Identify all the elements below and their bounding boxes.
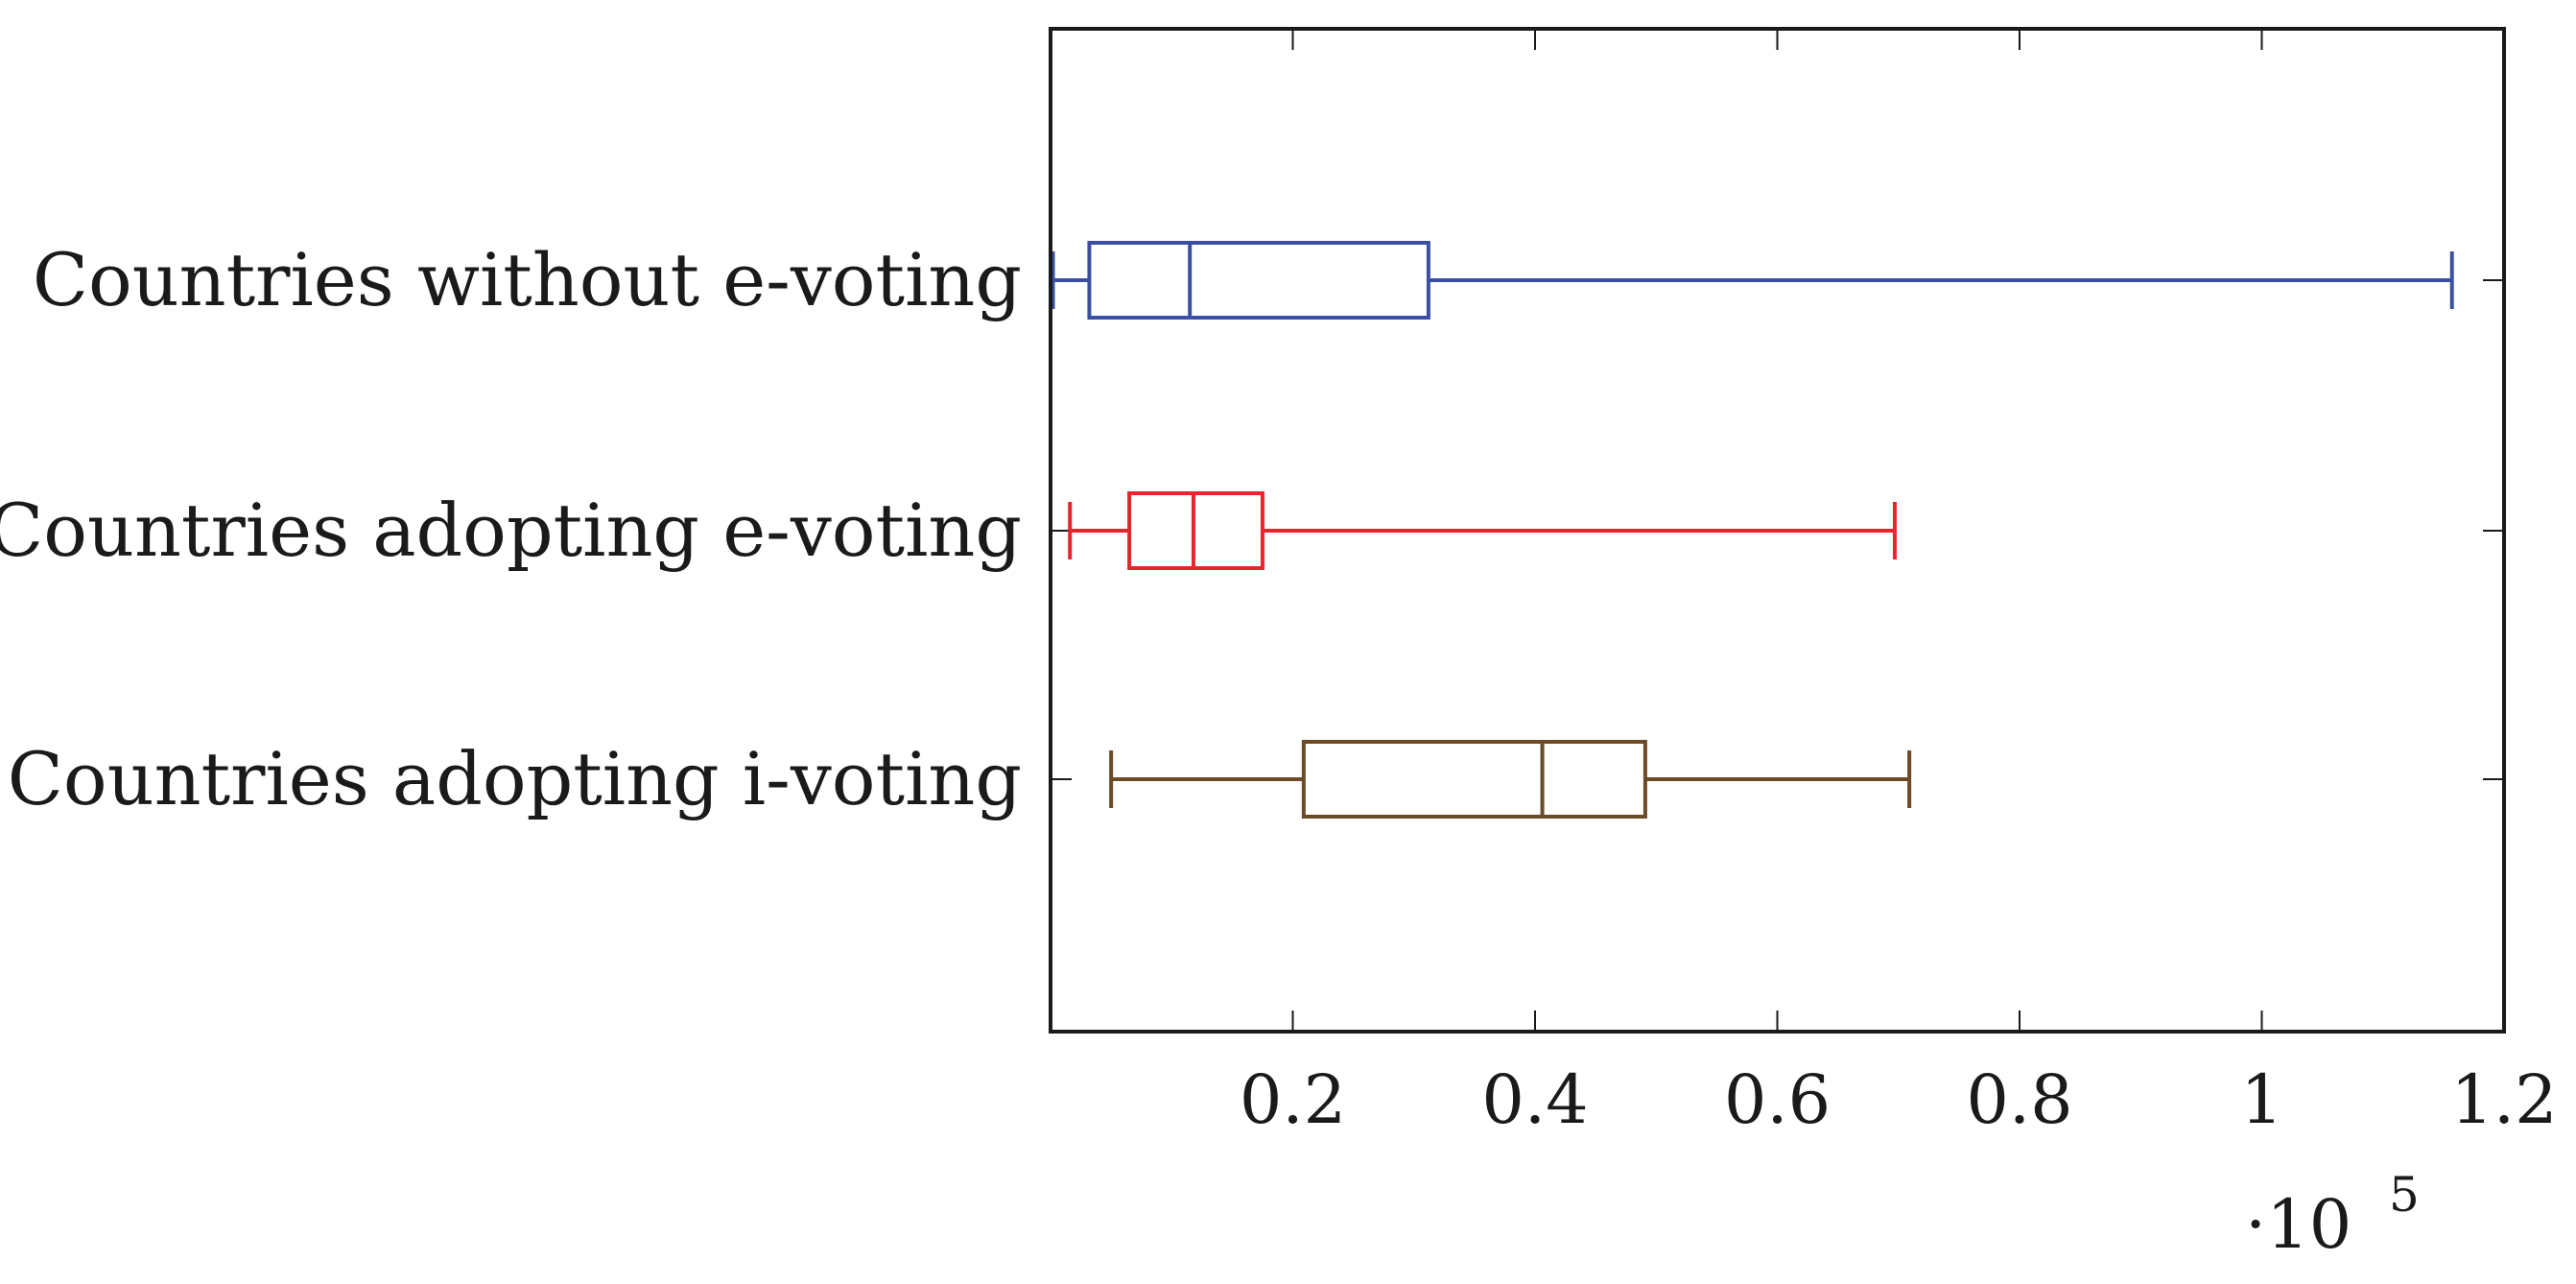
x-tick-label-3: 0.8 xyxy=(1966,1060,2072,1139)
x-axis-scale-exponent: 5 xyxy=(2389,1167,2420,1223)
x-tick-label-0: 0.2 xyxy=(1240,1060,1346,1139)
box-2 xyxy=(1109,740,1912,819)
category-label-0: Countries without e-voting xyxy=(33,237,1022,322)
box-rect-2 xyxy=(1301,740,1647,819)
category-labels: Countries without e-voting Countries adop… xyxy=(0,237,1022,821)
x-tick-label-4: 1 xyxy=(2240,1060,2283,1139)
x-tick-label-5: 1.2 xyxy=(2450,1060,2557,1139)
box-1 xyxy=(1068,491,1897,570)
box-rect-0 xyxy=(1087,241,1430,320)
x-tick-labels: 0.2 0.4 0.6 0.8 1 1.2 xyxy=(1240,1060,2558,1139)
x-tick-label-1: 0.4 xyxy=(1481,1060,1588,1139)
category-label-1: Countries adopting e-voting xyxy=(0,487,1022,573)
x-tick-label-2: 0.6 xyxy=(1724,1060,1831,1139)
plot-area-boxes xyxy=(1051,241,2454,819)
box-0 xyxy=(1051,241,2454,320)
category-label-2: Countries adopting i-voting xyxy=(8,736,1022,821)
plot-frame xyxy=(1049,27,2506,1034)
x-axis-scale-multiplier: ·10 xyxy=(2245,1185,2351,1264)
box-rect-1 xyxy=(1127,491,1264,570)
